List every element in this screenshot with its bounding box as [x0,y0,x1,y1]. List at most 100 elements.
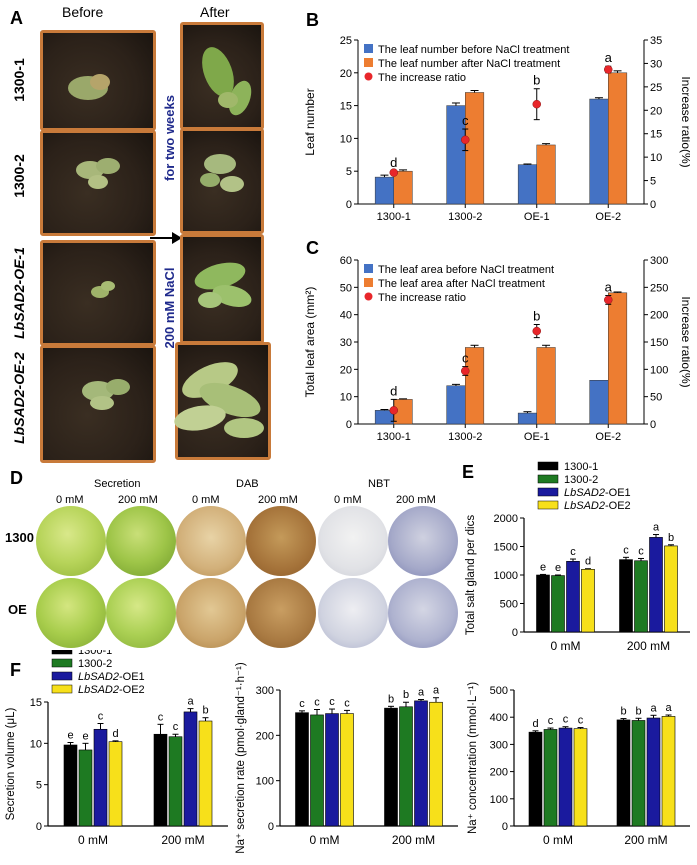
y2-tick-label: 200 [650,310,668,322]
bar [528,731,543,827]
y2-tick-label: 100 [650,364,668,376]
significance-letter: b [202,705,208,717]
bar [78,749,93,827]
ratio-point [532,99,541,109]
y-axis-title: Na⁺ concentration (mmol·L⁻¹) [467,682,479,834]
bar [183,711,198,827]
x-tick-label: OE-1 [524,431,550,443]
x-tick-label: 1300-2 [448,211,482,223]
legend-label: LbSAD2-OE1 [564,487,631,499]
significance-letter: c [158,711,164,723]
ratio-point [604,65,613,74]
disc-secretion-1300-200mm [106,506,176,576]
y2-tick-label: 150 [650,337,668,349]
bar [465,347,485,425]
bar [517,412,538,425]
panel-f-label: F [10,660,21,680]
x-tick-label: 1300-2 [448,431,482,443]
bar [393,170,413,205]
y-tick-label: 100 [256,776,274,788]
x-tick-label: 1300-1 [377,431,411,443]
y-tick-label: 500 [500,599,518,611]
y-axis-title: Total leaf area (mm²) [303,287,317,398]
bar [384,707,398,827]
y2-tick-label: 15 [650,129,662,141]
significance-letter: c [462,351,469,366]
y2-axis-title: Increase ratio(%) [679,76,690,167]
significance-letter: b [388,693,394,705]
bar [153,733,168,827]
row-label-1300-1: 1300-1 [11,58,27,102]
legend-swatch [537,487,559,497]
bar [608,72,628,205]
y2-tick-label: 300 [650,255,668,267]
disc-nbt-oe-0mm [318,578,388,648]
significance-letter: d [112,728,118,740]
bar [558,727,573,827]
significance-letter: c [344,697,350,709]
disc-dab-1300-0mm [176,506,246,576]
significance-letter: e [82,730,88,742]
legend-label: 1300-2 [78,658,112,670]
y-tick-label: 60 [340,255,352,267]
bar [616,719,631,827]
ratio-point [604,295,613,305]
disc-dab-oe-0mm [176,578,246,648]
conc-nbt-200: 200 mM [396,494,436,506]
y-tick-label: 10 [340,392,352,404]
disc-nbt-1300-0mm [318,506,388,576]
significance-letter: d [532,718,538,730]
y-axis-title: Na⁺ secretion rate (pmol·gland⁻¹·h⁻¹) [235,662,247,854]
significance-letter: a [433,685,440,697]
y-tick-label: 20 [340,364,352,376]
bar [619,559,633,633]
significance-letter: c [98,710,104,722]
legend-label: The leaf area after NaCl treatment [378,278,545,290]
y-tick-label: 0 [512,627,518,639]
y2-tick-label: 10 [650,152,662,164]
significance-letter: e [540,561,546,573]
bar [551,575,565,633]
legend-swatch [51,650,73,655]
significance-letter: b [533,73,540,88]
legend-swatch [51,684,73,694]
treatment-arrow-icon [150,232,182,244]
legend-label: 1300-1 [564,461,598,473]
y-tick-label: 1000 [494,570,518,582]
y-axis-title: Secretion volume (μL) [5,707,17,820]
conc-nbt-0: 0 mM [334,494,362,506]
significance-letter: c [314,696,320,708]
y-tick-label: 5 [36,780,42,792]
y-axis-title: Leaf number [303,88,317,155]
leaf-area-chart: 0 10 20 30 40 50 60 0 50 100 150 200 250 300 1300-1 d 13… [303,255,690,443]
leaf-number-chart: 0 5 10 15 20 25 0 5 10 15 20 25 30 35 1300-1 d 1300-2 c OE… [303,35,690,223]
legend-swatch [51,671,73,681]
x-tick-label: 200 mM [624,833,667,847]
significance-letter: d [390,155,397,170]
significance-letter: c [462,113,469,128]
bar [649,537,663,633]
bar [295,712,309,827]
bar [566,561,580,633]
x-tick-label: 1300-1 [377,211,411,223]
panel-a-label: A [10,8,23,28]
legend-label: The leaf number before NaCl treatment [378,44,569,56]
x-tick-label: 200 mM [627,639,670,653]
y-tick-label: 200 [490,767,508,779]
significance-letter: d [585,556,591,568]
bar [631,720,646,827]
y-tick-label: 2000 [494,513,518,525]
legend-label: LbSAD2-OE2 [564,500,631,512]
legend-label: The increase ratio [378,72,466,84]
bar [446,385,466,425]
bar [536,574,550,633]
bar [93,728,108,827]
secretion-header: Secretion [94,478,141,490]
disc-secretion-1300-0mm [36,506,106,576]
y-tick-label: 40 [340,310,352,322]
x-tick-label: OE-2 [595,211,621,223]
y-tick-label: 20 [340,68,352,80]
bar [310,714,324,827]
bar [108,741,123,827]
